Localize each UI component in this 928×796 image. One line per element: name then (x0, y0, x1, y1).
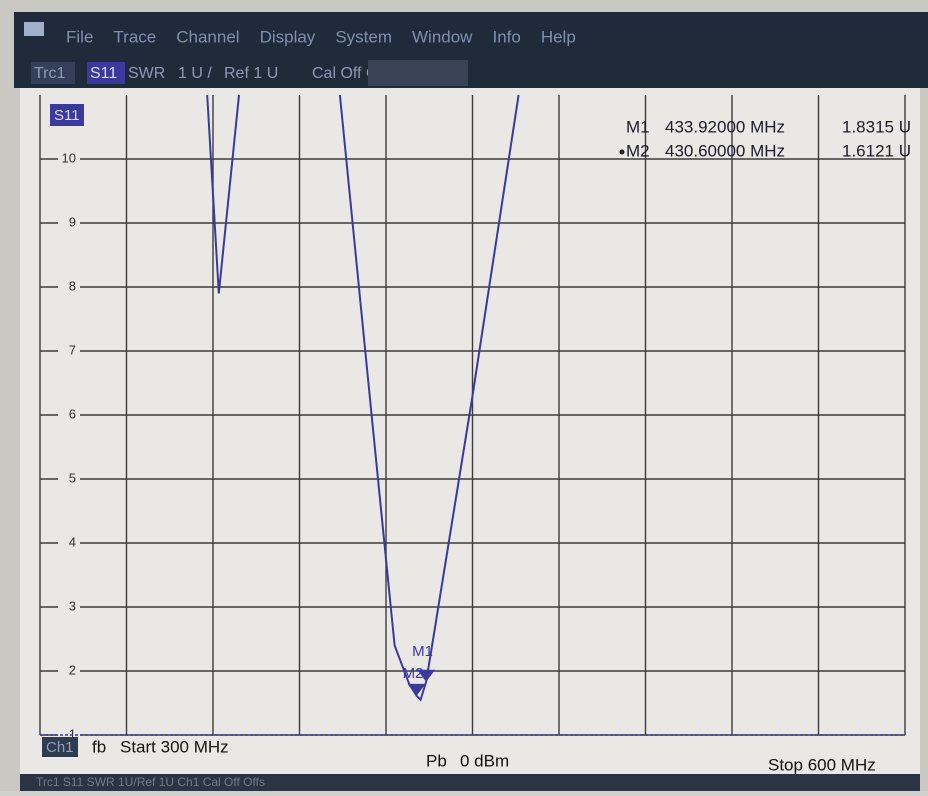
trace-info-item: 1 U / (178, 65, 212, 82)
fb-label: fb (92, 737, 106, 756)
y-tick-label: 2 (69, 662, 76, 677)
trace-info-item: Trc1 (34, 65, 66, 82)
y-tick-label: 3 (69, 598, 76, 613)
y-tick-label: 6 (69, 406, 76, 421)
app-icon (24, 22, 44, 36)
marker-label: M2 (403, 665, 424, 682)
marker-name: M2 (626, 141, 650, 160)
cal-box (368, 60, 468, 86)
start-label: Start 300 MHz (120, 737, 229, 756)
channel-label: Ch1 (46, 739, 74, 756)
menu-item[interactable]: Window (412, 27, 473, 46)
menu-item[interactable]: System (335, 27, 392, 46)
menu-item[interactable]: Display (260, 27, 316, 46)
menu-item[interactable]: Trace (113, 27, 156, 46)
power-label: 0 dBm (460, 751, 509, 770)
active-marker-dot (620, 150, 625, 155)
trace-info-item: SWR (128, 65, 165, 82)
y-tick-label: 9 (69, 214, 76, 229)
stop-label: Stop 600 MHz (768, 755, 876, 774)
y-tick-label: 7 (69, 342, 76, 357)
status-text: Trc1 S11 SWR 1U/Ref 1U Ch1 Cal Off Offs (36, 775, 265, 789)
y-tick-label: 8 (69, 278, 76, 293)
y-tick-label: 4 (69, 534, 76, 549)
screen: Trc1 S11 SWR 1U/Ref 1U Ch1 Cal Off Offs … (0, 0, 928, 791)
marker-name: M1 (626, 117, 650, 136)
menu-item[interactable]: Channel (176, 27, 239, 46)
trace-info-item: Ref 1 U (224, 65, 278, 82)
trace-label: S11 (54, 107, 80, 124)
pb-label: Pb (426, 751, 447, 770)
y-tick-label: 5 (69, 470, 76, 485)
marker-frequency: 433.92000 MHz (665, 117, 785, 136)
marker-label: M1 (412, 643, 433, 660)
marker-frequency: 430.60000 MHz (665, 141, 785, 160)
menu-item[interactable]: Help (541, 27, 576, 46)
y-tick-label: 10 (62, 150, 76, 165)
marker-value: 1.6121 U (842, 141, 911, 160)
menu-item[interactable]: Info (492, 27, 520, 46)
menu-item[interactable]: File (66, 27, 93, 46)
trace-info-item: S11 (90, 65, 117, 82)
marker-value: 1.8315 U (842, 117, 911, 136)
